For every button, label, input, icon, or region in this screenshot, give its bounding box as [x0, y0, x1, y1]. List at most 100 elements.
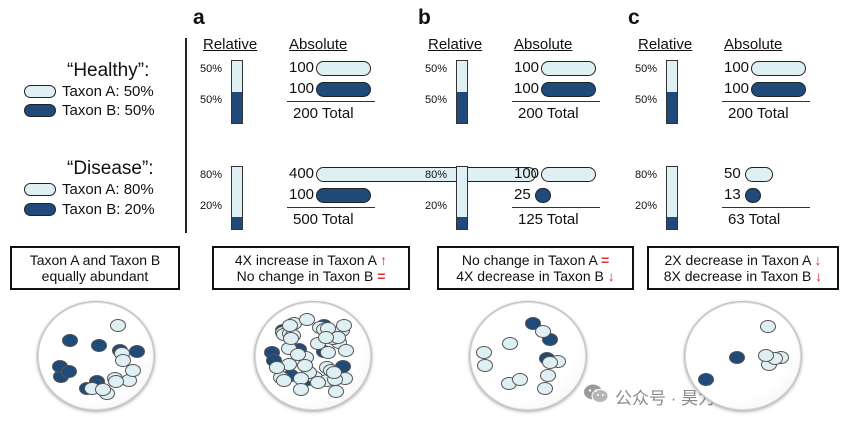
taxon-b-count: 100: [724, 80, 750, 97]
taxon-a-pill: [316, 167, 536, 182]
taxon-a-cell: [293, 382, 310, 396]
taxon-b-cell: [129, 344, 146, 358]
taxon-b-pill: [316, 188, 371, 203]
total-label: 200 Total: [728, 105, 789, 122]
total-label: 125 Total: [518, 211, 579, 228]
taxon-a-count: 100: [514, 165, 540, 182]
change-line2: 8X decrease in Taxon B ↓: [663, 268, 823, 284]
legend-healthy-a: Taxon A: 50%: [24, 83, 154, 100]
taxon-a-swatch: [24, 85, 56, 98]
pct-top: 80%: [200, 169, 223, 181]
pct-bottom: 50%: [635, 94, 658, 106]
change-line1: No change in Taxon A =: [461, 252, 610, 268]
taxon-b-fill: [667, 216, 677, 229]
taxon-b-pill: [535, 188, 551, 203]
pct-top: 80%: [425, 169, 448, 181]
taxon-b-fill: [667, 92, 677, 123]
pct-bottom: 20%: [425, 200, 448, 212]
taxon-a-cell: [124, 363, 141, 377]
pct-top: 50%: [200, 63, 223, 75]
legend-healthy-b-label: Taxon B: 50%: [62, 102, 155, 119]
change-box: No change in Taxon A = 4X decrease in Ta…: [437, 246, 634, 290]
taxon-b-count: 100: [514, 80, 540, 97]
relative-bar: [666, 60, 678, 124]
taxon-a-swatch: [24, 183, 56, 196]
taxon-b-cell: [91, 338, 108, 352]
taxon-a-cell: [541, 355, 558, 369]
taxon-a-cell: [758, 348, 775, 362]
relative-bar: [666, 166, 678, 230]
taxon-a-cell: [310, 376, 327, 390]
taxon-b-swatch: [24, 203, 56, 216]
taxon-b-pill: [541, 82, 596, 97]
taxon-b-fill: [232, 92, 242, 123]
divider-line: [185, 38, 187, 233]
change-box: 2X decrease in Taxon A ↓ 8X decrease in …: [647, 246, 839, 290]
wechat-icon: [583, 383, 609, 410]
taxon-a-cell: [328, 384, 345, 398]
taxon-a-cell: [268, 360, 285, 374]
taxon-b-pill: [745, 188, 761, 203]
relative-header: Relative: [203, 36, 258, 53]
taxon-a-count: 100: [514, 59, 540, 76]
taxon-b-fill: [457, 216, 467, 229]
relative-bar: [231, 166, 243, 230]
taxon-b-count: 100: [289, 80, 315, 97]
taxon-b-cell: [729, 350, 746, 364]
relative-bar: [231, 60, 243, 124]
absolute-header: Absolute: [514, 36, 573, 53]
pct-top: 50%: [425, 63, 448, 75]
total-rule: [722, 101, 810, 103]
taxon-b-fill: [232, 216, 242, 229]
taxon-a-cell: [94, 382, 111, 396]
pct-bottom: 20%: [200, 200, 223, 212]
panel-letter: a: [193, 6, 205, 29]
taxon-b-swatch: [24, 104, 56, 117]
healthy-title: “Healthy”:: [67, 60, 150, 81]
taxon-b-cell: [61, 334, 78, 348]
taxon-a-cell: [337, 343, 354, 357]
legend-disease-a-label: Taxon A: 80%: [62, 181, 154, 198]
taxon-a-cell: [325, 366, 342, 380]
left-box-line1: Taxon A and Taxon B: [29, 252, 161, 268]
pct-bottom: 50%: [200, 94, 223, 106]
taxon-a-pill: [751, 61, 806, 76]
taxon-a-cell: [281, 318, 298, 332]
taxon-a-count: 50: [724, 165, 741, 182]
taxon-a-pill: [541, 61, 596, 76]
taxon-a-cell: [501, 337, 518, 351]
taxon-a-pill: [745, 167, 773, 182]
relative-bar: [456, 60, 468, 124]
change-line2: No change in Taxon B =: [236, 268, 386, 284]
taxon-a-cell: [282, 331, 299, 345]
relative-header: Relative: [638, 36, 693, 53]
absolute-header: Absolute: [724, 36, 783, 53]
left-summary-box: Taxon A and Taxon B equally abundant: [10, 246, 180, 290]
change-line1: 2X decrease in Taxon A ↓: [664, 252, 822, 268]
taxon-a-cell: [759, 320, 776, 334]
left-box-line2: equally abundant: [41, 268, 149, 284]
pct-top: 80%: [635, 169, 658, 181]
total-rule: [287, 207, 375, 209]
legend-healthy-a-label: Taxon A: 50%: [62, 83, 154, 100]
taxon-b-pill: [751, 82, 806, 97]
taxon-a-count: 100: [289, 59, 315, 76]
total-label: 500 Total: [293, 211, 354, 228]
panel-letter: c: [628, 6, 640, 29]
taxon-b-count: 100: [289, 186, 315, 203]
taxon-a-cell: [299, 312, 316, 326]
disease-title: “Disease”:: [67, 158, 154, 179]
relative-header: Relative: [428, 36, 483, 53]
taxon-a-cell: [107, 374, 124, 388]
legend-disease-b: Taxon B: 20%: [24, 201, 155, 218]
taxon-b-count: 13: [724, 186, 741, 203]
taxon-a-cell: [297, 359, 314, 373]
taxon-a-cell: [276, 373, 293, 387]
total-label: 200 Total: [518, 105, 579, 122]
change-box: 4X increase in Taxon A ↑ No change in Ta…: [212, 246, 410, 290]
pct-bottom: 20%: [635, 200, 658, 212]
change-line2: 4X decrease in Taxon B ↓: [456, 268, 615, 284]
total-rule: [287, 101, 375, 103]
taxon-a-pill: [541, 167, 596, 182]
taxon-a-cell: [537, 382, 554, 396]
